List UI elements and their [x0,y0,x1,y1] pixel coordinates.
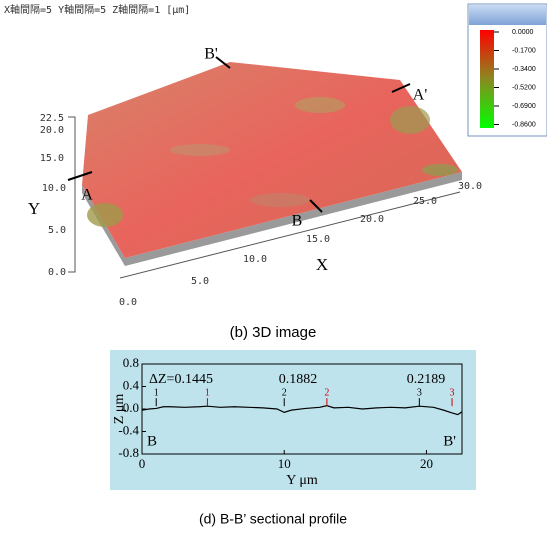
x-tick-label: 10.0 [243,254,267,265]
point-label: B [292,213,303,230]
end-label: B [147,433,157,449]
x-tick-label: 30.0 [458,181,482,192]
y-tick-label: -0.4 [118,422,139,437]
end-label: B' [443,433,456,449]
y-tick-label: -0.8 [118,445,139,460]
arrows [67,56,411,213]
y-tick-label: 20.0 [40,125,64,136]
colorbar-label: -0.5200 [512,84,536,91]
annotation: 0.2189 [407,372,446,387]
y-tick-label: 15.0 [40,153,64,164]
x-tick-label: 10 [278,456,291,471]
axes-3d [68,116,461,279]
colorbar-label: -0.8600 [512,121,536,128]
y-tick-label: 0.8 [123,355,139,370]
caption: (b) 3D image [230,324,317,341]
x-tick-label: 25.0 [413,196,437,207]
profile-line [141,405,463,416]
axis-label: Y μm [286,473,318,488]
annotation: 0.1882 [279,372,318,387]
y-tick-label: 22.5 [40,113,64,124]
marker-label: 3 [417,387,422,398]
marker-label: 2 [324,387,329,398]
surface [82,62,462,266]
y-tick-label: 0.4 [123,377,140,392]
caption: (d) B-B’ sectional profile [199,511,347,527]
colorbar-panel [467,3,547,137]
y-tick-label: 0.0 [123,400,139,415]
y-tick-label: 0.0 [48,267,66,278]
y-tick-label: 5.0 [48,225,66,236]
profile-panel [110,350,476,490]
point-label: A' [413,87,428,104]
header: X軸間隔=5 Y軸間隔=5 Z軸間隔=1 [μm] [4,3,190,16]
x-tick-label: 20.0 [360,214,384,225]
marker-label: 3 [450,387,455,398]
colorbar-label: -0.3400 [512,66,536,73]
axis-label: Z μm [112,394,127,425]
point-label: A [81,187,93,204]
x-tick-label: 20 [420,456,433,471]
annotation: ΔZ=0.1445 [149,372,213,387]
colorbar-label: 0.0000 [512,29,534,36]
x-tick-label: 15.0 [306,234,330,245]
axis-label: Y [28,199,40,218]
marker-label: 1 [154,387,159,398]
x-tick-label: 0 [139,456,146,471]
y-tick-label: 10.0 [42,183,66,194]
marker-label: 1 [205,387,210,398]
x-tick-label: 0.0 [119,297,137,308]
point-label: B' [204,46,218,63]
x-tick-label: 5.0 [191,276,209,287]
colorbar-label: -0.1700 [512,47,536,54]
colorbar-label: -0.6900 [512,103,536,110]
marker-label: 2 [282,387,287,398]
axis-label: X [316,255,328,274]
